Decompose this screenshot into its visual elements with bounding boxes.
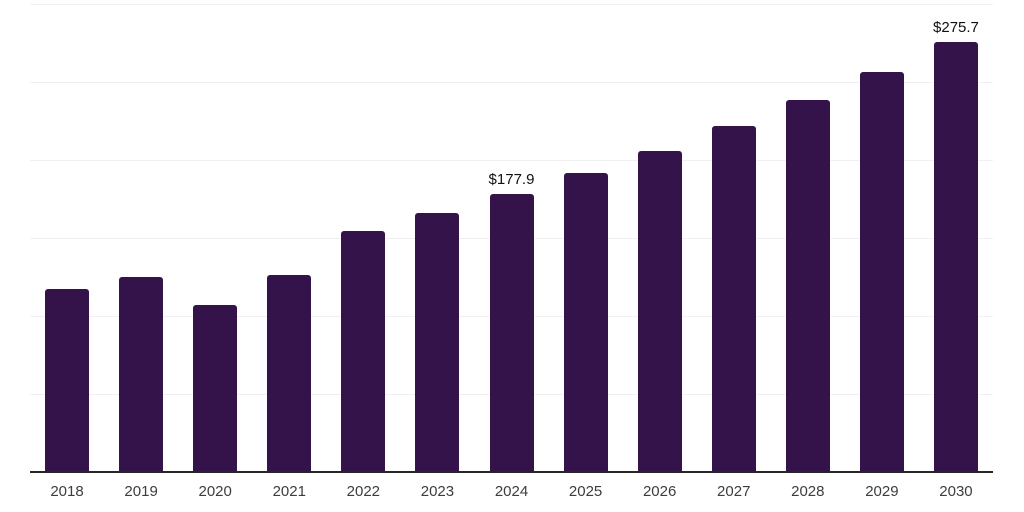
x-tick-label-2018: 2018 bbox=[50, 483, 84, 500]
bar-2026 bbox=[637, 151, 682, 472]
bar-slot-2019 bbox=[104, 4, 178, 472]
bar-slot-2024: $177.9 bbox=[474, 4, 548, 472]
bars: $177.9 $275.7 bbox=[30, 4, 993, 472]
plot-area: $177.9 $275.7 bbox=[30, 4, 993, 472]
gridline bbox=[30, 160, 993, 161]
bar-slot-2025 bbox=[549, 4, 623, 472]
bar-value-label-2024: $177.9 bbox=[488, 171, 535, 188]
gridline bbox=[30, 4, 993, 5]
x-tick-label-2028: 2028 bbox=[791, 483, 825, 500]
bar-2029 bbox=[859, 72, 904, 472]
gridline bbox=[30, 82, 993, 83]
bar-2023 bbox=[415, 213, 460, 472]
x-tick-label-2022: 2022 bbox=[346, 483, 381, 500]
bar-2025 bbox=[563, 173, 608, 472]
bar-value-label-2030: $275.7 bbox=[933, 19, 979, 36]
x-tick-label-2027: 2027 bbox=[717, 483, 751, 500]
x-tick-label-2023: 2023 bbox=[420, 483, 455, 500]
bar-2030 bbox=[933, 42, 978, 472]
bar-slot-2022 bbox=[326, 4, 400, 472]
bar-slot-2020 bbox=[178, 4, 252, 472]
bar-2027 bbox=[711, 126, 756, 472]
x-tick-label-2026: 2026 bbox=[642, 483, 677, 500]
x-axis-line bbox=[30, 471, 993, 473]
x-tick-label-2019: 2019 bbox=[124, 483, 158, 500]
x-tick-label-2021: 2021 bbox=[272, 483, 306, 500]
bar-slot-2027 bbox=[697, 4, 771, 472]
bar-2020 bbox=[193, 305, 238, 472]
bar-slot-2028 bbox=[771, 4, 845, 472]
x-tick-label-2030: 2030 bbox=[939, 483, 973, 500]
bar-2022 bbox=[341, 231, 386, 472]
bar-slot-2021 bbox=[252, 4, 326, 472]
bar-slot-2029 bbox=[845, 4, 919, 472]
bar-slot-2018 bbox=[30, 4, 104, 472]
x-tick-label-2024: 2024 bbox=[494, 483, 529, 500]
x-tick-label-2025: 2025 bbox=[568, 483, 603, 500]
bar-2024 bbox=[489, 194, 534, 472]
bar-slot-2026 bbox=[623, 4, 697, 472]
x-tick-label-2029: 2029 bbox=[865, 483, 899, 500]
bar-2021 bbox=[267, 275, 312, 472]
bar-2028 bbox=[785, 100, 830, 472]
bar-2018 bbox=[45, 289, 90, 472]
x-tick-label-2020: 2020 bbox=[198, 483, 232, 500]
bar-2019 bbox=[119, 277, 164, 472]
bar-slot-2030: $275.7 bbox=[919, 4, 993, 472]
x-axis-labels: 2018 2019 2020 2021 2022 2023 2024 2025 2026 2027… bbox=[30, 482, 993, 502]
bar-slot-2023 bbox=[400, 4, 474, 472]
